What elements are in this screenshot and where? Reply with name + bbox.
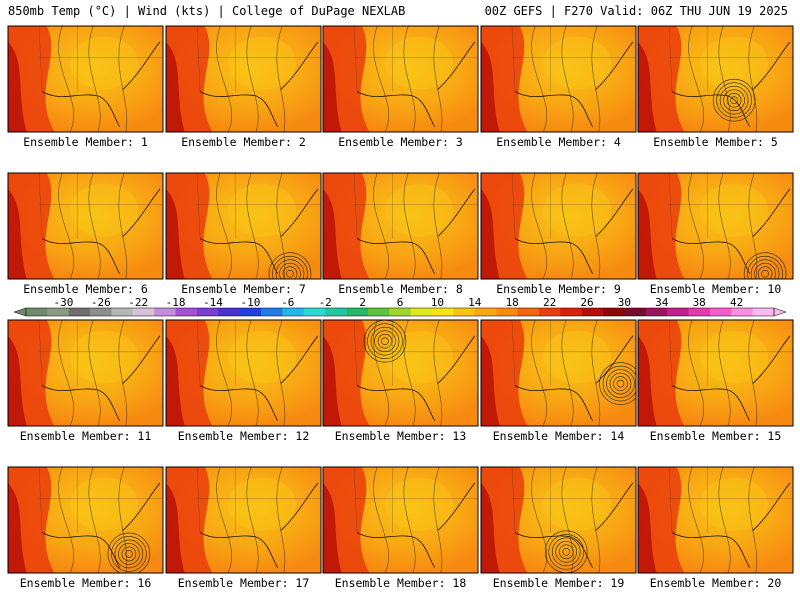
colorbar-swatch <box>132 308 155 316</box>
colorbar-swatch <box>645 308 668 316</box>
colorbar-swatch <box>709 308 732 316</box>
colorbar-tick-label: 26 <box>580 296 593 309</box>
ensemble-member-label: Ensemble Member: 13 <box>335 429 467 443</box>
ensemble-panel: Ensemble Member: 2 <box>165 25 322 149</box>
ensemble-member-label: Ensemble Member: 10 <box>650 282 782 296</box>
ensemble-member-label: Ensemble Member: 12 <box>178 429 310 443</box>
colorbar-swatch <box>367 308 390 316</box>
colorbar-tick-label: 2 <box>359 296 366 309</box>
ensemble-panel: Ensemble Member: 6 <box>7 172 164 296</box>
colorbar-tick-label: -26 <box>91 296 111 309</box>
colorbar-tick-label: -30 <box>53 296 73 309</box>
ensemble-member-label: Ensemble Member: 6 <box>23 282 148 296</box>
colorbar-swatch <box>667 308 689 316</box>
colorbar-swatch <box>603 308 625 316</box>
ensemble-panel: Ensemble Member: 3 <box>322 25 479 149</box>
ensemble-panel: Ensemble Member: 9 <box>480 172 637 296</box>
colorbar-tick-label: 6 <box>397 296 404 309</box>
colorbar-swatch <box>47 308 70 316</box>
colorbar-swatch <box>218 308 241 316</box>
colorbar-swatch <box>410 308 433 316</box>
colorbar-tick-label: -6 <box>281 296 294 309</box>
ensemble-panel: Ensemble Member: 13 <box>322 319 479 443</box>
ensemble-member-label: Ensemble Member: 14 <box>493 429 625 443</box>
colorbar-tick-label: 22 <box>543 296 556 309</box>
ensemble-panel: Ensemble Member: 8 <box>322 172 479 296</box>
colorbar-swatch <box>154 308 176 316</box>
colorbar-swatch <box>752 308 775 316</box>
ensemble-member-label: Ensemble Member: 7 <box>181 282 306 296</box>
ensemble-panel: Ensemble Member: 16 <box>7 466 164 590</box>
colorbar-swatch <box>624 308 647 316</box>
colorbar-tick-label: -2 <box>319 296 332 309</box>
ensemble-member-label: Ensemble Member: 2 <box>181 135 306 149</box>
ensemble-member-label: Ensemble Member: 15 <box>650 429 782 443</box>
ensemble-member-label: Ensemble Member: 5 <box>653 135 778 149</box>
ensemble-member-label: Ensemble Member: 3 <box>338 135 463 149</box>
colorbar-swatch <box>111 308 134 316</box>
ensemble-member-label: Ensemble Member: 1 <box>23 135 148 149</box>
colorbar-swatch <box>432 308 454 316</box>
ensemble-panel: Ensemble Member: 5 <box>637 25 794 149</box>
ensemble-panel: Ensemble Member: 19 <box>480 466 637 590</box>
colorbar-swatch <box>325 308 347 316</box>
colorbar-tick-label: -10 <box>240 296 260 309</box>
colorbar-swatch <box>581 308 604 316</box>
ensemble-panel: Ensemble Member: 14 <box>480 319 637 443</box>
ensemble-panel: Ensemble Member: 7 <box>165 172 322 296</box>
ensemble-member-label: Ensemble Member: 16 <box>20 576 152 590</box>
colorbar-swatch <box>538 308 561 316</box>
ensemble-panel: Ensemble Member: 17 <box>165 466 322 590</box>
ensemble-member-label: Ensemble Member: 20 <box>650 576 782 590</box>
ensemble-panel: Ensemble Member: 18 <box>322 466 479 590</box>
colorbar-swatch <box>688 308 711 316</box>
ensemble-panel: Ensemble Member: 20 <box>637 466 794 590</box>
colorbar-swatch <box>239 308 262 316</box>
ensemble-member-label: Ensemble Member: 18 <box>335 576 467 590</box>
colorbar-swatch <box>453 308 476 316</box>
colorbar-swatch <box>26 308 48 316</box>
temperature-colorbar: -30 -26 -22 -18 -14 -10 -6 -2 2 6 10 14 18 22 26 30 34 38… <box>13 296 787 317</box>
colorbar-swatch <box>517 308 540 316</box>
colorbar-swatch <box>261 308 283 316</box>
ensemble-panel: Ensemble Member: 1 <box>7 25 164 149</box>
chart-title: 850mb Temp (°C) | Wind (kts) | College o… <box>8 4 406 18</box>
ensemble-panel: Ensemble Member: 10 <box>637 172 794 296</box>
colorbar-swatch <box>731 308 753 316</box>
colorbar-tick-label: 34 <box>655 296 669 309</box>
colorbar-tick-label: 18 <box>506 296 519 309</box>
colorbar-tick-label: 42 <box>730 296 743 309</box>
colorbar-swatch <box>346 308 369 316</box>
ensemble-member-label: Ensemble Member: 11 <box>20 429 152 443</box>
colorbar-swatch <box>389 308 411 316</box>
colorbar-swatch <box>68 308 91 316</box>
colorbar-tick-label: -14 <box>203 296 223 309</box>
colorbar-tick-label: 10 <box>431 296 444 309</box>
colorbar-swatch <box>560 308 582 316</box>
ensemble-member-label: Ensemble Member: 9 <box>496 282 621 296</box>
ensemble-member-label: Ensemble Member: 4 <box>496 135 621 149</box>
colorbar-swatch <box>282 308 305 316</box>
ensemble-panel: Ensemble Member: 15 <box>637 319 794 443</box>
run-valid-time: 00Z GEFS | F270 Valid: 06Z THU JUN 19 20… <box>484 4 788 18</box>
colorbar-swatch <box>474 308 497 316</box>
colorbar-tick-label: 14 <box>468 296 482 309</box>
ensemble-member-label: Ensemble Member: 8 <box>338 282 463 296</box>
colorbar-tick-label: 38 <box>693 296 706 309</box>
ensemble-member-label: Ensemble Member: 19 <box>493 576 625 590</box>
colorbar-tick-label: -18 <box>166 296 186 309</box>
colorbar-tick-label: -22 <box>128 296 148 309</box>
ensemble-panel: Ensemble Member: 11 <box>7 319 164 443</box>
colorbar-swatch <box>303 308 326 316</box>
ensemble-panel: Ensemble Member: 4 <box>480 25 637 149</box>
ensemble-member-label: Ensemble Member: 17 <box>178 576 310 590</box>
colorbar-swatch <box>175 308 198 316</box>
ensemble-panel: Ensemble Member: 12 <box>165 319 322 443</box>
colorbar-swatch <box>90 308 112 316</box>
colorbar-swatch <box>496 308 518 316</box>
colorbar-swatch <box>196 308 219 316</box>
colorbar-tick-label: 30 <box>618 296 631 309</box>
